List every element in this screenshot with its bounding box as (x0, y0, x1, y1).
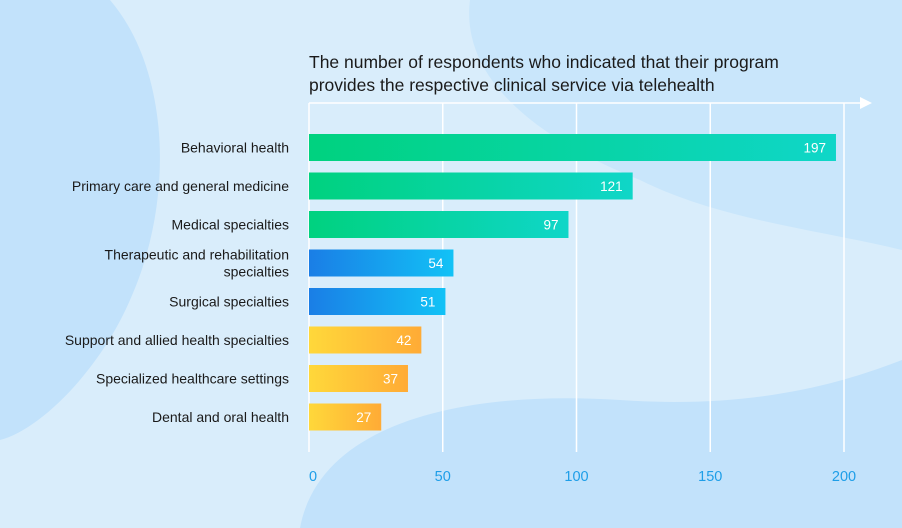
bar (309, 134, 836, 161)
category-label: Therapeutic and rehabilitation specialtie… (105, 247, 289, 280)
category-label: Surgical specialties (169, 294, 289, 310)
category-label: Support and allied health specialties (65, 332, 289, 348)
x-tick-label: 50 (435, 469, 451, 485)
bar (309, 365, 408, 392)
gridlines (442, 103, 845, 452)
bar-value-label: 54 (428, 256, 444, 271)
bar-value-label: 27 (356, 410, 371, 425)
bar-value-label: 51 (420, 295, 435, 310)
bar (309, 326, 422, 354)
bar-value-label: 121 (600, 179, 623, 194)
category-label: Primary care and general medicine (72, 178, 289, 194)
tick-labels: 0 50 100 150 200 (309, 469, 856, 485)
category-label: Medical specialties (172, 217, 290, 233)
bar (309, 288, 446, 315)
chart-title: The number of respondents who indicated … (309, 51, 869, 97)
bar-value-label: 197 (803, 141, 826, 156)
x-tick-label: 200 (832, 469, 856, 485)
chart-title-line-2: provides the respective clinical service… (309, 75, 715, 95)
x-axis (308, 97, 872, 452)
arrow-right-icon (860, 97, 872, 109)
chart-title-line-1: The number of respondents who indicated … (309, 52, 779, 72)
x-tick-label: 0 (309, 469, 317, 485)
bar (309, 211, 569, 238)
bars: 197 121 97 54 51 42 37 27 (309, 134, 836, 431)
bar-value-label: 42 (396, 333, 411, 348)
bar-value-label: 97 (543, 218, 558, 233)
x-tick-label: 100 (564, 469, 588, 485)
category-label: Dental and oral health (152, 409, 289, 425)
category-labels: Behavioral health Primary care and genera… (65, 140, 289, 426)
bar (309, 403, 382, 431)
x-tick-label: 150 (698, 469, 722, 485)
category-label: Behavioral health (181, 140, 289, 156)
category-label: Specialized healthcare settings (96, 371, 289, 387)
bar (309, 172, 633, 200)
bar-value-label: 37 (383, 372, 398, 387)
bar (309, 249, 454, 277)
